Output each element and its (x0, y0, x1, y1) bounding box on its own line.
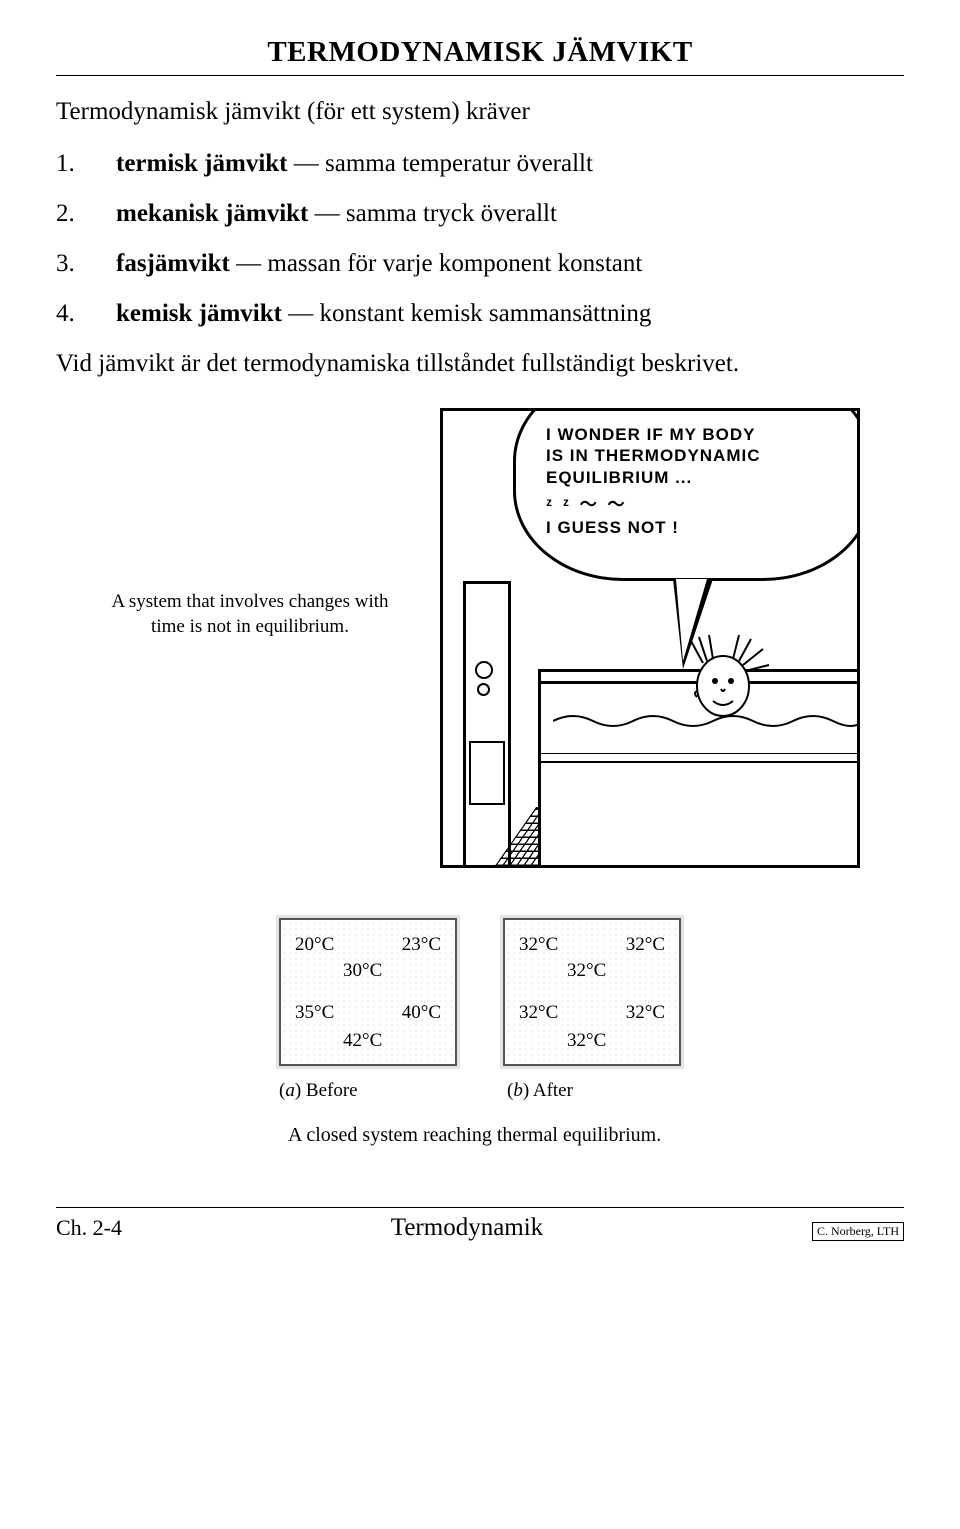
after-list-text: Vid jämvikt är det termodynamiska tillst… (56, 350, 904, 378)
item-desc: — konstant kemisk sammansättning (282, 300, 651, 327)
temp-value: 35°C (295, 1002, 334, 1024)
bubble-line: I GUESS NOT ! (546, 517, 846, 538)
lead-text: Termodynamisk jämvikt (för ett system) k… (56, 98, 904, 126)
label-after: (b) After (503, 1080, 685, 1102)
footer-center: Termodynamik (122, 1214, 812, 1242)
item-number: 2. (86, 200, 116, 228)
temp-value: 32°C (519, 934, 558, 956)
temp-value: 40°C (402, 1002, 441, 1024)
item-desc: — massan för varje komponent konstant (230, 250, 642, 277)
temp-value: 32°C (519, 1002, 558, 1024)
label-before: (a) Before (275, 1080, 457, 1102)
temp-value: 32°C (567, 960, 606, 982)
page-title: TERMODYNAMISK JÄMVIKT (56, 36, 904, 69)
temp-value: 32°C (626, 934, 665, 956)
thought-bubble: I WONDER IF MY BODY IS IN THERMODYNAMIC … (513, 408, 860, 581)
temp-box-after: 32°C 32°C 32°C 32°C 32°C 32°C (503, 918, 681, 1066)
list-item: 2.mekanisk jämvikt — samma tryck överall… (86, 200, 904, 228)
title-rule (56, 75, 904, 76)
tub-line-icon (541, 761, 860, 763)
cartoon-panel: I WONDER IF MY BODY IS IN THERMODYNAMIC … (440, 408, 860, 868)
tub-line-icon (541, 753, 860, 754)
item-term: kemisk jämvikt (116, 300, 282, 327)
bubble-tail-fill-icon (676, 579, 707, 661)
temp-caption: A closed system reaching thermal equilib… (288, 1122, 710, 1149)
footer-rule (56, 1207, 904, 1208)
item-term: fasjämvikt (116, 250, 230, 277)
list-item: 1.termisk jämvikt — samma temperatur öve… (86, 150, 904, 178)
temp-value: 32°C (626, 1002, 665, 1024)
item-term: termisk jämvikt (116, 150, 288, 177)
temp-value: 30°C (343, 960, 382, 982)
temp-value: 23°C (402, 934, 441, 956)
item-term: mekanisk jämvikt (116, 200, 308, 227)
temp-row: 20°C 23°C 30°C 35°C 40°C 42°C 32°C 32°C … (250, 918, 710, 1066)
page: TERMODYNAMISK JÄMVIKT Termodynamisk jämv… (0, 0, 960, 1529)
label-after-text: After (533, 1080, 573, 1101)
cartoon-figure: A system that involves changes with time… (100, 408, 860, 878)
door-plate-icon (469, 741, 505, 805)
page-footer: Ch. 2-4 Termodynamik C. Norberg, LTH (56, 1214, 904, 1242)
temp-value: 32°C (567, 1030, 606, 1052)
temp-value: 42°C (343, 1030, 382, 1052)
list-item: 3.fasjämvikt — massan för varje komponen… (86, 250, 904, 278)
door-knob-icon (475, 661, 493, 679)
item-desc: — samma tryck överallt (308, 200, 557, 227)
item-number: 4. (86, 300, 116, 328)
item-number: 3. (86, 250, 116, 278)
temp-box-before: 20°C 23°C 30°C 35°C 40°C 42°C (279, 918, 457, 1066)
list-item: 4.kemisk jämvikt — konstant kemisk samma… (86, 300, 904, 328)
temp-labels: (a) Before (b) After (250, 1080, 710, 1102)
cartoon-caption: A system that involves changes with time… (100, 590, 400, 639)
door-knob-icon (477, 683, 490, 696)
equilibrium-list: 1.termisk jämvikt — samma temperatur öve… (56, 150, 904, 328)
bubble-line: I WONDER IF MY BODY (546, 424, 846, 445)
door-icon (463, 581, 511, 868)
item-number: 1. (86, 150, 116, 178)
footer-right: C. Norberg, LTH (812, 1222, 904, 1241)
bubble-zzz: ᶻ ᶻ ～ ～ (546, 490, 846, 515)
bubble-line: IS IN THERMODYNAMIC (546, 445, 846, 466)
temp-value: 20°C (295, 934, 334, 956)
item-desc: — samma temperatur överallt (288, 150, 593, 177)
bubble-line: EQUILIBRIUM ... (546, 467, 846, 488)
label-before-text: Before (306, 1080, 358, 1101)
footer-left: Ch. 2-4 (56, 1215, 122, 1241)
temperature-diagram: 20°C 23°C 30°C 35°C 40°C 42°C 32°C 32°C … (250, 918, 710, 1149)
